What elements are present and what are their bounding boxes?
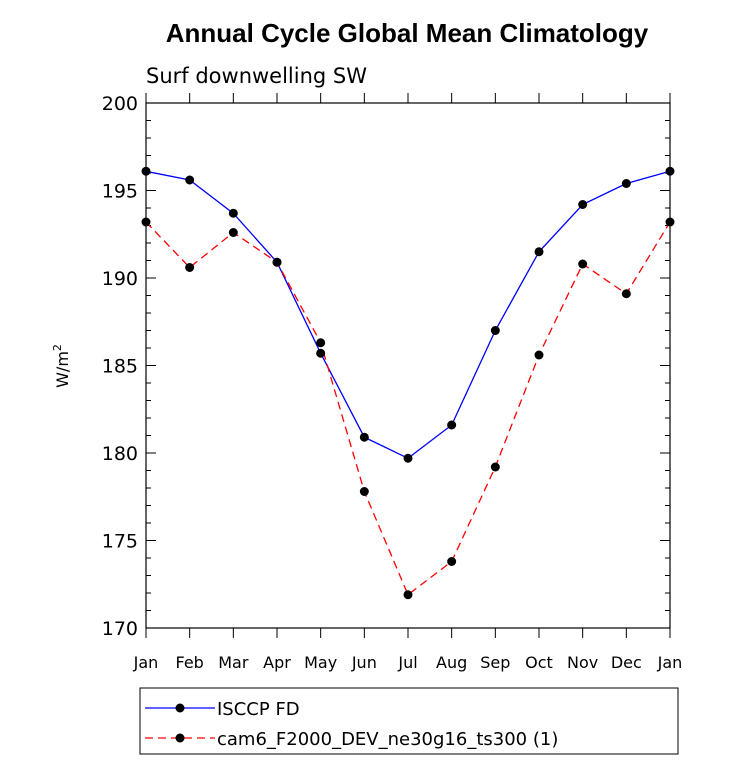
x-tick-labels: Jan Feb Mar Apr May Jun Jul Aug Sep Oct Nov Dec Jan	[133, 653, 683, 672]
y-tick-label: 185	[102, 356, 138, 378]
x-tick-label: Feb	[176, 653, 204, 672]
series-1-point	[578, 200, 588, 209]
svg-text:W/m2: W/m2	[51, 344, 72, 388]
x-tick-label: Mar	[218, 653, 249, 672]
x-tick-label: Apr	[263, 653, 291, 672]
x-tick-label: Jan	[133, 653, 159, 672]
y-tick-label: 190	[102, 268, 138, 290]
y-axis-label: W/m	[53, 351, 72, 388]
x-tick-label: Oct	[525, 653, 553, 672]
x-tick-label: Jul	[397, 653, 417, 672]
series-1-point	[447, 420, 457, 430]
legend: ISCCP FD cam6_F2000_DEV_ne30g16_ts300 (1)	[145, 699, 558, 750]
x-tick-label: Aug	[436, 653, 467, 672]
y-tick-label: 200	[102, 93, 138, 115]
series-1-point	[141, 166, 151, 176]
legend-marker-1	[175, 703, 185, 713]
legend-label-2: cam6_F2000_DEV_ne30g16_ts300 (1)	[217, 729, 558, 750]
series-2-point	[359, 487, 369, 496]
series-1-point	[403, 453, 413, 463]
series-line-1	[145, 170, 671, 460]
series-2-point	[403, 590, 413, 600]
y-tick-labels: 170 175 180 185 190 195 200	[102, 93, 138, 640]
series-2-point	[490, 462, 500, 472]
x-tick-label: Jun	[351, 653, 377, 672]
y-tick-label: 195	[102, 181, 138, 203]
y-axis-label-superscript: 2	[51, 344, 64, 351]
x-tick-label: Jan	[657, 653, 683, 672]
series-1-point	[185, 175, 195, 185]
series-2-point	[447, 557, 457, 566]
y-tick-label: 170	[102, 618, 138, 640]
series-lines	[145, 170, 671, 596]
legend-marker-2	[175, 733, 185, 743]
series-2-point	[665, 217, 675, 227]
series-2-point	[141, 217, 151, 227]
x-tick-label: Dec	[611, 653, 642, 672]
axis-ticks	[145, 93, 671, 638]
series-1-point	[316, 348, 326, 358]
y-axis-title: W/m2	[51, 344, 72, 388]
y-tick-label: 180	[102, 443, 138, 465]
series-1-point	[534, 247, 544, 257]
series-1-point	[621, 179, 631, 188]
series-2-point	[185, 263, 195, 272]
series-2-point	[578, 259, 588, 269]
y-tick-label: 175	[102, 531, 138, 553]
series-2-point	[534, 350, 544, 360]
series-2-point	[272, 257, 282, 267]
plot-frame	[145, 102, 671, 629]
series-line-2	[145, 221, 671, 596]
series-1-point	[228, 208, 238, 218]
series-1-point	[665, 166, 675, 176]
x-tick-label: May	[304, 653, 337, 672]
series-1-point	[359, 432, 369, 442]
series-2-point	[228, 228, 238, 237]
x-tick-label: Nov	[567, 653, 598, 672]
x-tick-label: Sep	[480, 653, 510, 672]
legend-label-1: ISCCP FD	[217, 699, 300, 720]
series-2-point	[621, 289, 631, 299]
chart-title: Annual Cycle Global Mean Climatology	[166, 18, 649, 48]
chart-subtitle: Surf downwelling SW	[146, 64, 367, 88]
series-1-point	[490, 326, 500, 335]
legend-box	[139, 687, 679, 755]
series-2-point	[316, 338, 326, 348]
series-markers	[141, 166, 675, 600]
